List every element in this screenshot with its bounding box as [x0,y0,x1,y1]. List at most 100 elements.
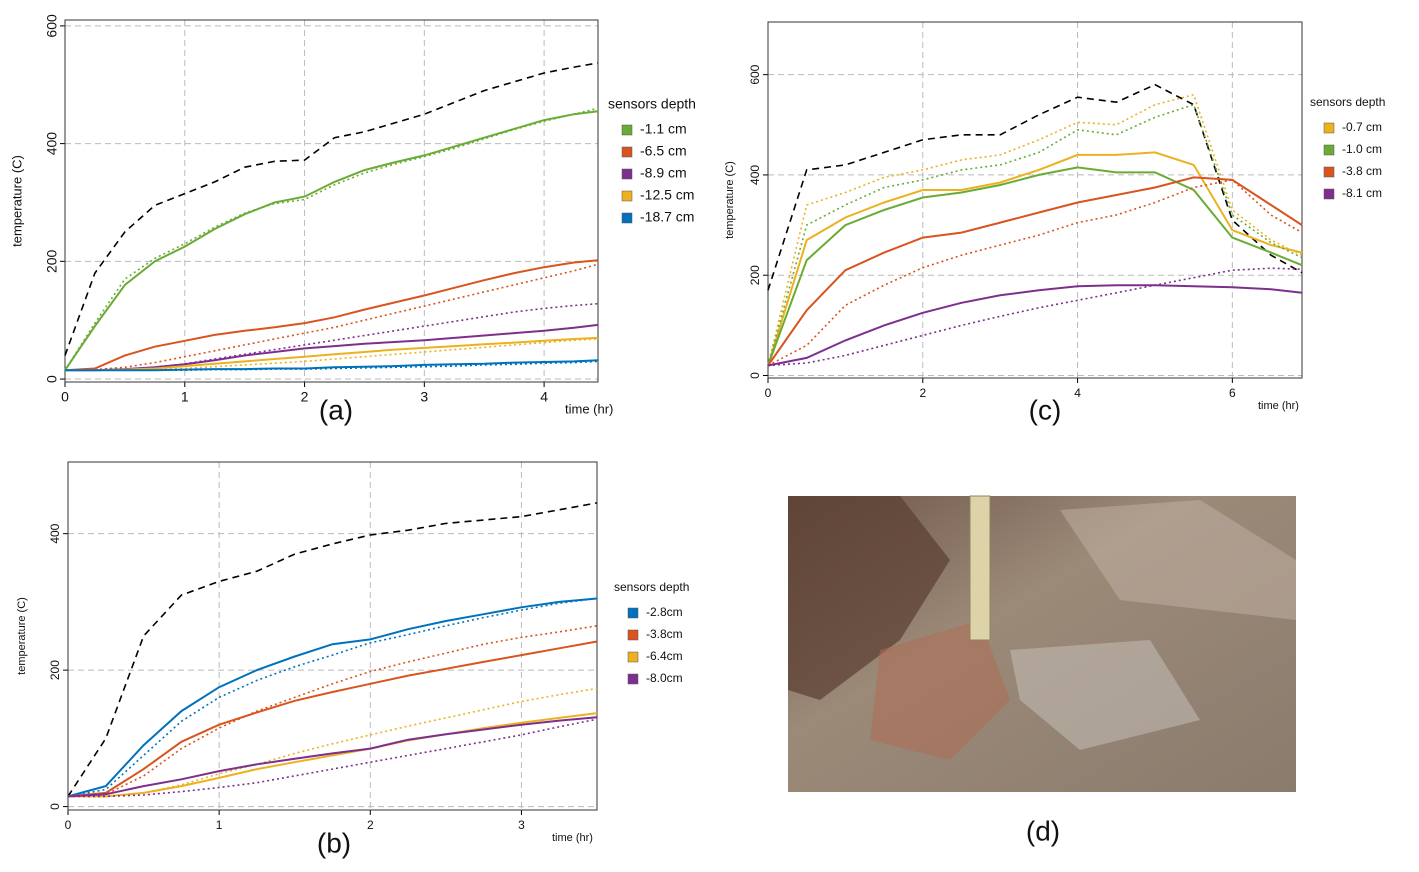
panel-label: (c) [1029,394,1062,425]
legend-label: -2.8cm [646,605,683,619]
series-line [64,259,599,372]
photo-red-soil [870,620,1010,760]
legend-title: sensors depth [608,96,696,112]
legend-label: -8.0cm [646,671,683,685]
x-tick-label: 2 [367,818,374,832]
panel-label: (a) [319,394,353,425]
series-line [767,176,1303,367]
x-axis-label: time (hr) [565,401,613,416]
series-line [65,338,599,371]
series-line [68,718,598,798]
legend-swatch [627,651,639,663]
plot-frame [767,21,1303,379]
series-line [67,502,598,797]
x-tick-label: 0 [765,386,772,400]
legend-swatch [621,146,633,158]
y-tick-label: 0 [44,375,60,383]
legend-label: -1.1 cm [640,121,687,137]
legend-label: -1.0 cm [1342,142,1382,156]
legend-swatch [621,168,633,180]
photo-light-soil [1060,500,1296,620]
y-tick-label: 0 [748,372,762,379]
legend-title: sensors depth [1310,95,1385,109]
legend-swatch [627,629,639,641]
y-tick-label: 200 [748,265,762,285]
legend-swatch [1323,188,1335,200]
legend-swatch [1323,166,1335,178]
y-tick-label: 0 [48,803,62,810]
legend-label: -0.7 cm [1342,120,1382,134]
series-line [64,107,599,371]
legend-label: -6.4cm [646,649,683,663]
chart: 0 200 400 600 0 2 4 6 time (hr) temperature (C) (c… [724,21,1385,425]
series-line [68,712,598,798]
series-line [68,687,598,798]
y-tick-label: 400 [748,165,762,185]
plot-frame [64,19,599,383]
series-line [67,597,598,798]
series-line [767,93,1303,366]
x-tick-label: 2 [919,386,926,400]
photo [788,495,1296,792]
legend-label: -3.8 cm [1342,164,1382,178]
legend-swatch [621,124,633,136]
series-line [67,640,598,798]
x-tick-label: 4 [540,389,548,405]
y-axis-label: temperature (C) [9,155,24,247]
x-axis-label: time (hr) [552,832,593,844]
series-line [64,110,599,371]
y-tick-label: 600 [44,14,60,38]
x-tick-label: 3 [518,818,525,832]
legend-title: sensors depth [614,580,689,594]
series-line [65,359,599,372]
legend-label: -6.5 cm [640,143,687,159]
series-line [67,716,598,798]
series-line [67,597,598,798]
series-line [767,267,1303,367]
series-line [65,336,599,372]
x-tick-label: 3 [420,389,428,405]
legend-swatch [1323,144,1335,156]
legend-swatch [627,673,639,685]
legend-label: -18.7 cm [640,209,694,225]
x-tick-label: 4 [1074,386,1081,400]
series-line [767,83,1303,291]
plot-frame [67,461,598,811]
series-line [767,284,1303,367]
photo-ruler [969,495,991,641]
y-tick-label: 200 [48,660,62,680]
series-line [65,323,599,372]
series-line [64,62,599,356]
legend-swatch [621,212,633,224]
series-line [64,263,599,371]
chart: 0 200 400 0 1 2 3 time (hr) temperature (C) (b) se… [16,461,689,858]
series-line [67,625,598,798]
y-tick-label: 400 [44,132,60,156]
x-tick-label: 2 [301,389,309,405]
photo-ash [1010,640,1200,750]
legend-label: -8.1 cm [1342,186,1382,200]
legend-label: -3.8cm [646,627,683,641]
x-tick-label: 0 [65,818,72,832]
y-tick-label: 400 [48,523,62,543]
x-tick-label: 0 [61,389,69,405]
x-tick-label: 6 [1229,386,1236,400]
panel-label: (b) [317,827,351,858]
panel-label: (d) [1026,815,1060,846]
photo-dark-soil [788,496,950,700]
y-tick-label: 200 [44,249,60,273]
x-tick-label: 1 [216,818,223,832]
x-axis-label: time (hr) [1258,400,1299,412]
series-line [767,151,1303,366]
legend-label: -12.5 cm [640,187,694,203]
legend-swatch [1323,122,1335,134]
y-axis-label: temperature (C) [16,597,28,675]
legend-label: -8.9 cm [640,165,687,181]
series-line [767,103,1303,366]
series-line [767,179,1303,367]
y-tick-label: 600 [748,64,762,84]
chart: 0 200 400 600 0 1 2 3 4 time (hr) temperature (C) (… [9,14,696,425]
series-line [65,302,599,371]
